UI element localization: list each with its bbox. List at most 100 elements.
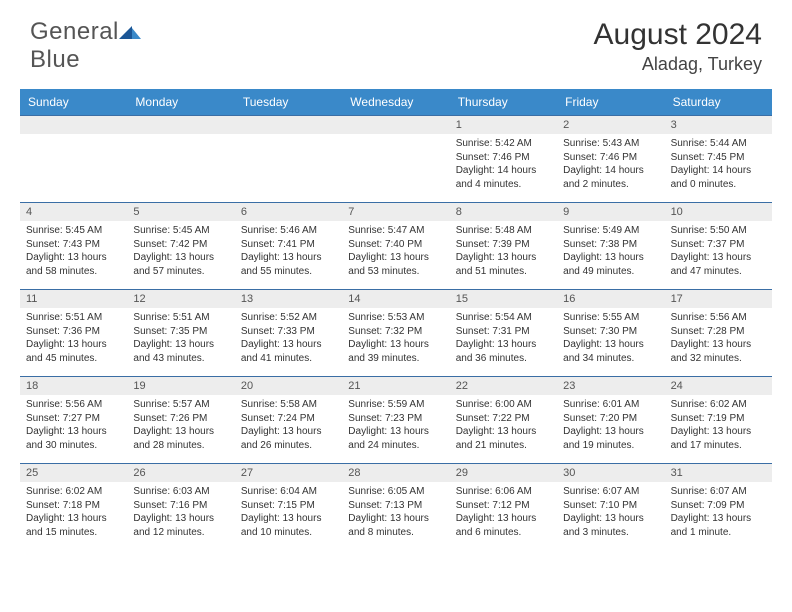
logo: GeneralBlue (30, 18, 141, 74)
day-cell: 25Sunrise: 6:02 AMSunset: 7:18 PMDayligh… (20, 464, 127, 550)
day-number: 16 (557, 290, 664, 308)
sunset-line: Sunset: 7:09 PM (671, 499, 766, 513)
daylight-line: Daylight: 13 hours and 53 minutes. (348, 251, 443, 278)
day-cell: 20Sunrise: 5:58 AMSunset: 7:24 PMDayligh… (235, 377, 342, 463)
day-details: Sunrise: 5:51 AMSunset: 7:36 PMDaylight:… (20, 308, 127, 371)
daylight-line: Daylight: 14 hours and 0 minutes. (671, 164, 766, 191)
day-header-saturday: Saturday (665, 89, 772, 115)
sunrise-line: Sunrise: 6:02 AM (671, 398, 766, 412)
day-number: 9 (557, 203, 664, 221)
day-cell: 16Sunrise: 5:55 AMSunset: 7:30 PMDayligh… (557, 290, 664, 376)
day-header-row: SundayMondayTuesdayWednesdayThursdayFrid… (20, 89, 772, 115)
day-details: Sunrise: 5:49 AMSunset: 7:38 PMDaylight:… (557, 221, 664, 284)
daylight-line: Daylight: 13 hours and 47 minutes. (671, 251, 766, 278)
sunset-line: Sunset: 7:40 PM (348, 238, 443, 252)
day-number: 22 (450, 377, 557, 395)
day-number: 14 (342, 290, 449, 308)
sunrise-line: Sunrise: 5:53 AM (348, 311, 443, 325)
sunset-line: Sunset: 7:36 PM (26, 325, 121, 339)
day-header-thursday: Thursday (450, 89, 557, 115)
location: Aladag, Turkey (594, 54, 762, 75)
day-details: Sunrise: 5:47 AMSunset: 7:40 PMDaylight:… (342, 221, 449, 284)
sunset-line: Sunset: 7:45 PM (671, 151, 766, 165)
day-number: 20 (235, 377, 342, 395)
title-block: August 2024 Aladag, Turkey (594, 18, 762, 75)
daylight-line: Daylight: 13 hours and 57 minutes. (133, 251, 228, 278)
sunset-line: Sunset: 7:26 PM (133, 412, 228, 426)
sunrise-line: Sunrise: 5:49 AM (563, 224, 658, 238)
sunset-line: Sunset: 7:33 PM (241, 325, 336, 339)
daylight-line: Daylight: 13 hours and 36 minutes. (456, 338, 551, 365)
sunset-line: Sunset: 7:30 PM (563, 325, 658, 339)
sunrise-line: Sunrise: 6:01 AM (563, 398, 658, 412)
sunrise-line: Sunrise: 6:04 AM (241, 485, 336, 499)
day-cell: 18Sunrise: 5:56 AMSunset: 7:27 PMDayligh… (20, 377, 127, 463)
sunset-line: Sunset: 7:42 PM (133, 238, 228, 252)
daylight-line: Daylight: 13 hours and 30 minutes. (26, 425, 121, 452)
daylight-line: Daylight: 13 hours and 28 minutes. (133, 425, 228, 452)
day-number: 17 (665, 290, 772, 308)
empty-cell (20, 116, 127, 202)
day-number: 31 (665, 464, 772, 482)
day-cell: 5Sunrise: 5:45 AMSunset: 7:42 PMDaylight… (127, 203, 234, 289)
calendar: SundayMondayTuesdayWednesdayThursdayFrid… (20, 89, 772, 550)
sunset-line: Sunset: 7:31 PM (456, 325, 551, 339)
day-details: Sunrise: 6:02 AMSunset: 7:18 PMDaylight:… (20, 482, 127, 545)
sunset-line: Sunset: 7:32 PM (348, 325, 443, 339)
day-details: Sunrise: 5:46 AMSunset: 7:41 PMDaylight:… (235, 221, 342, 284)
day-details: Sunrise: 5:45 AMSunset: 7:43 PMDaylight:… (20, 221, 127, 284)
day-cell: 23Sunrise: 6:01 AMSunset: 7:20 PMDayligh… (557, 377, 664, 463)
logo-gray: General (30, 18, 119, 45)
daylight-line: Daylight: 13 hours and 15 minutes. (26, 512, 121, 539)
sunrise-line: Sunrise: 5:43 AM (563, 137, 658, 151)
sunrise-line: Sunrise: 5:50 AM (671, 224, 766, 238)
empty-cell (342, 116, 449, 202)
sunrise-line: Sunrise: 6:03 AM (133, 485, 228, 499)
day-cell: 11Sunrise: 5:51 AMSunset: 7:36 PMDayligh… (20, 290, 127, 376)
sunrise-line: Sunrise: 5:46 AM (241, 224, 336, 238)
day-cell: 12Sunrise: 5:51 AMSunset: 7:35 PMDayligh… (127, 290, 234, 376)
day-details: Sunrise: 5:43 AMSunset: 7:46 PMDaylight:… (557, 134, 664, 197)
day-cell: 13Sunrise: 5:52 AMSunset: 7:33 PMDayligh… (235, 290, 342, 376)
day-details: Sunrise: 6:01 AMSunset: 7:20 PMDaylight:… (557, 395, 664, 458)
daylight-line: Daylight: 13 hours and 39 minutes. (348, 338, 443, 365)
day-details: Sunrise: 6:05 AMSunset: 7:13 PMDaylight:… (342, 482, 449, 545)
daylight-line: Daylight: 13 hours and 49 minutes. (563, 251, 658, 278)
day-details: Sunrise: 5:44 AMSunset: 7:45 PMDaylight:… (665, 134, 772, 197)
day-header-sunday: Sunday (20, 89, 127, 115)
month-title: August 2024 (594, 18, 762, 52)
sunset-line: Sunset: 7:22 PM (456, 412, 551, 426)
sunset-line: Sunset: 7:41 PM (241, 238, 336, 252)
day-header-monday: Monday (127, 89, 234, 115)
day-number: 28 (342, 464, 449, 482)
sunrise-line: Sunrise: 5:54 AM (456, 311, 551, 325)
day-number: 23 (557, 377, 664, 395)
sunrise-line: Sunrise: 5:45 AM (26, 224, 121, 238)
week-row: 18Sunrise: 5:56 AMSunset: 7:27 PMDayligh… (20, 376, 772, 463)
day-details: Sunrise: 5:42 AMSunset: 7:46 PMDaylight:… (450, 134, 557, 197)
sunrise-line: Sunrise: 6:05 AM (348, 485, 443, 499)
sunset-line: Sunset: 7:18 PM (26, 499, 121, 513)
day-number: 6 (235, 203, 342, 221)
sunrise-line: Sunrise: 6:06 AM (456, 485, 551, 499)
day-details: Sunrise: 5:54 AMSunset: 7:31 PMDaylight:… (450, 308, 557, 371)
day-cell: 1Sunrise: 5:42 AMSunset: 7:46 PMDaylight… (450, 116, 557, 202)
day-cell: 19Sunrise: 5:57 AMSunset: 7:26 PMDayligh… (127, 377, 234, 463)
sunset-line: Sunset: 7:37 PM (671, 238, 766, 252)
day-cell: 31Sunrise: 6:07 AMSunset: 7:09 PMDayligh… (665, 464, 772, 550)
day-cell: 4Sunrise: 5:45 AMSunset: 7:43 PMDaylight… (20, 203, 127, 289)
sunrise-line: Sunrise: 5:48 AM (456, 224, 551, 238)
day-details: Sunrise: 6:03 AMSunset: 7:16 PMDaylight:… (127, 482, 234, 545)
day-details: Sunrise: 5:57 AMSunset: 7:26 PMDaylight:… (127, 395, 234, 458)
day-header-friday: Friday (557, 89, 664, 115)
day-cell: 30Sunrise: 6:07 AMSunset: 7:10 PMDayligh… (557, 464, 664, 550)
week-row: 25Sunrise: 6:02 AMSunset: 7:18 PMDayligh… (20, 463, 772, 550)
sunrise-line: Sunrise: 6:02 AM (26, 485, 121, 499)
daylight-line: Daylight: 13 hours and 10 minutes. (241, 512, 336, 539)
day-number: 7 (342, 203, 449, 221)
week-row: 11Sunrise: 5:51 AMSunset: 7:36 PMDayligh… (20, 289, 772, 376)
sunrise-line: Sunrise: 5:58 AM (241, 398, 336, 412)
daylight-line: Daylight: 13 hours and 58 minutes. (26, 251, 121, 278)
sunset-line: Sunset: 7:35 PM (133, 325, 228, 339)
sunset-line: Sunset: 7:15 PM (241, 499, 336, 513)
